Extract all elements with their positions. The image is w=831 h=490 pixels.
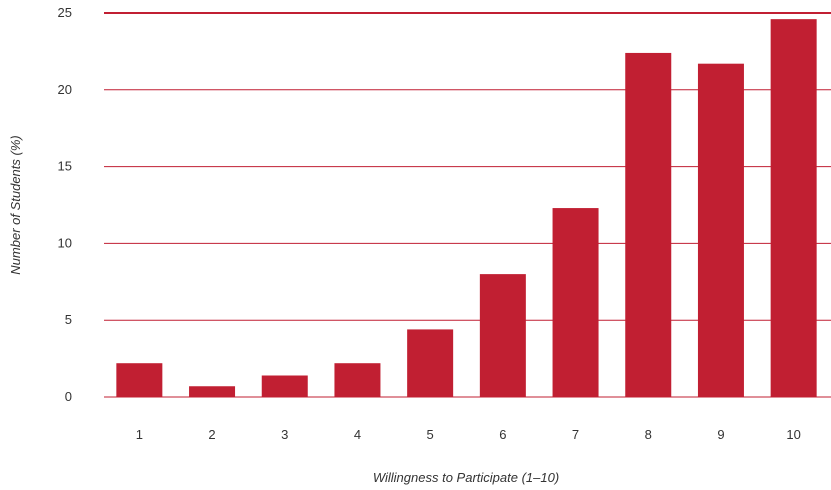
- bar-10: [770, 19, 817, 397]
- y-tick-label: 25: [58, 5, 72, 20]
- bar-8: [625, 52, 672, 397]
- bar-9: [697, 63, 744, 398]
- y-tick-label: 5: [65, 312, 72, 327]
- x-tick-label: 9: [717, 427, 724, 442]
- x-tick-label: 3: [281, 427, 288, 442]
- y-tick-label: 10: [58, 235, 72, 250]
- x-tick-label: 6: [499, 427, 506, 442]
- x-tick-labels: 1 2 3 4 5 6 7 8 9 10: [136, 427, 801, 442]
- x-tick-label: 7: [572, 427, 579, 442]
- y-axis-title: Number of Students (%): [8, 135, 23, 274]
- bar-6: [479, 274, 526, 397]
- y-tick-label: 15: [58, 159, 72, 174]
- x-tick-label: 2: [208, 427, 215, 442]
- y-tick-labels: 0 5 10 15 20 25: [58, 5, 72, 404]
- x-tick-label: 10: [786, 427, 800, 442]
- bar-1: [116, 363, 163, 397]
- x-tick-label: 4: [354, 427, 361, 442]
- x-tick-label: 8: [645, 427, 652, 442]
- bar-3: [261, 375, 308, 397]
- x-axis-title: Willingness to Participate (1–10): [373, 470, 559, 485]
- y-tick-label: 0: [65, 389, 72, 404]
- bar-2: [189, 386, 236, 397]
- bar-5: [407, 329, 454, 397]
- bar-7: [552, 208, 599, 397]
- y-tick-label: 20: [58, 82, 72, 97]
- x-tick-label: 5: [427, 427, 434, 442]
- bar-4: [334, 363, 381, 397]
- bars: [116, 19, 817, 398]
- gridlines: [104, 12, 831, 398]
- x-tick-label: 1: [136, 427, 143, 442]
